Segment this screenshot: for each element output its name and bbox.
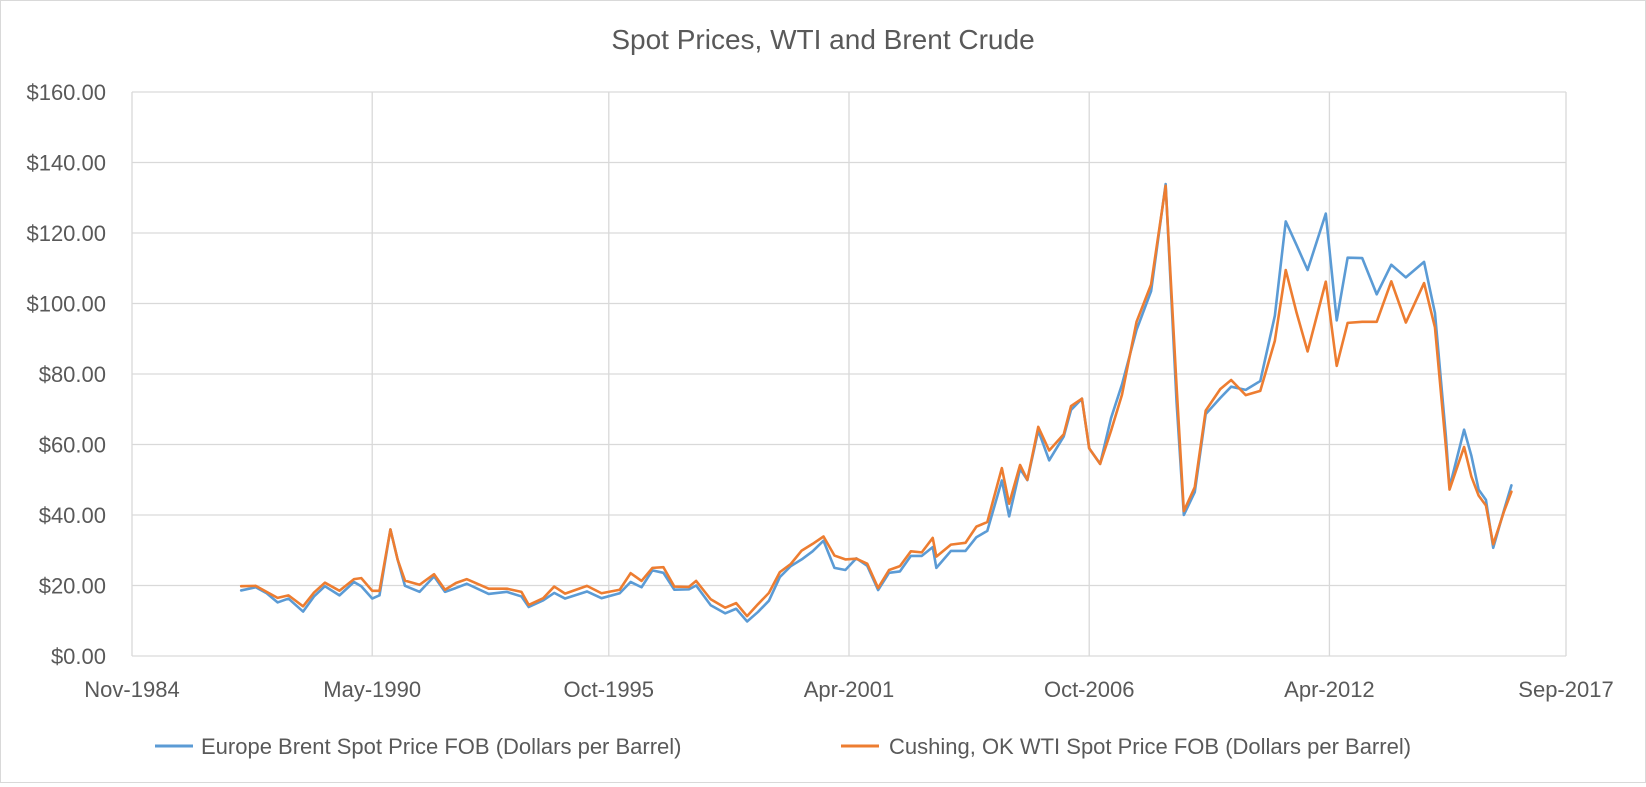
y-tick-label: $160.00 bbox=[26, 80, 106, 105]
x-tick-label: Oct-2006 bbox=[1044, 677, 1135, 702]
y-axis-ticks: $0.00 $20.00 $40.00 $60.00 $80.00 $100.00 $120… bbox=[26, 80, 106, 669]
legend: Europe Brent Spot Price FOB (Dollars per… bbox=[155, 734, 1411, 759]
y-tick-label: $120.00 bbox=[26, 221, 106, 246]
chart-title: Spot Prices, WTI and Brent Crude bbox=[611, 24, 1034, 55]
y-tick-label: $140.00 bbox=[26, 151, 106, 176]
x-tick-label: Sep-2017 bbox=[1518, 677, 1613, 702]
grid-layer bbox=[131, 91, 1567, 657]
y-tick-label: $40.00 bbox=[39, 503, 106, 528]
legend-label-1: Europe Brent Spot Price FOB (Dollars per… bbox=[201, 734, 682, 759]
y-tick-label: $0.00 bbox=[51, 644, 106, 669]
y-tick-label: $60.00 bbox=[39, 433, 106, 458]
y-tick-label: $80.00 bbox=[39, 362, 106, 387]
series-line-2 bbox=[239, 184, 1513, 618]
series-layer bbox=[239, 182, 1513, 623]
legend-label-2: Cushing, OK WTI Spot Price FOB (Dollars … bbox=[889, 734, 1411, 759]
x-tick-label: Nov-1984 bbox=[84, 677, 179, 702]
x-tick-label: May-1990 bbox=[323, 677, 421, 702]
series-line-1 bbox=[239, 182, 1513, 623]
x-tick-label: Oct-1995 bbox=[564, 677, 655, 702]
x-tick-label: Apr-2001 bbox=[804, 677, 895, 702]
y-tick-label: $20.00 bbox=[39, 574, 106, 599]
x-tick-label: Apr-2012 bbox=[1284, 677, 1375, 702]
x-axis-ticks: Nov-1984 May-1990 Oct-1995 Apr-2001 Oct-2006… bbox=[84, 677, 1613, 702]
y-tick-label: $100.00 bbox=[26, 292, 106, 317]
